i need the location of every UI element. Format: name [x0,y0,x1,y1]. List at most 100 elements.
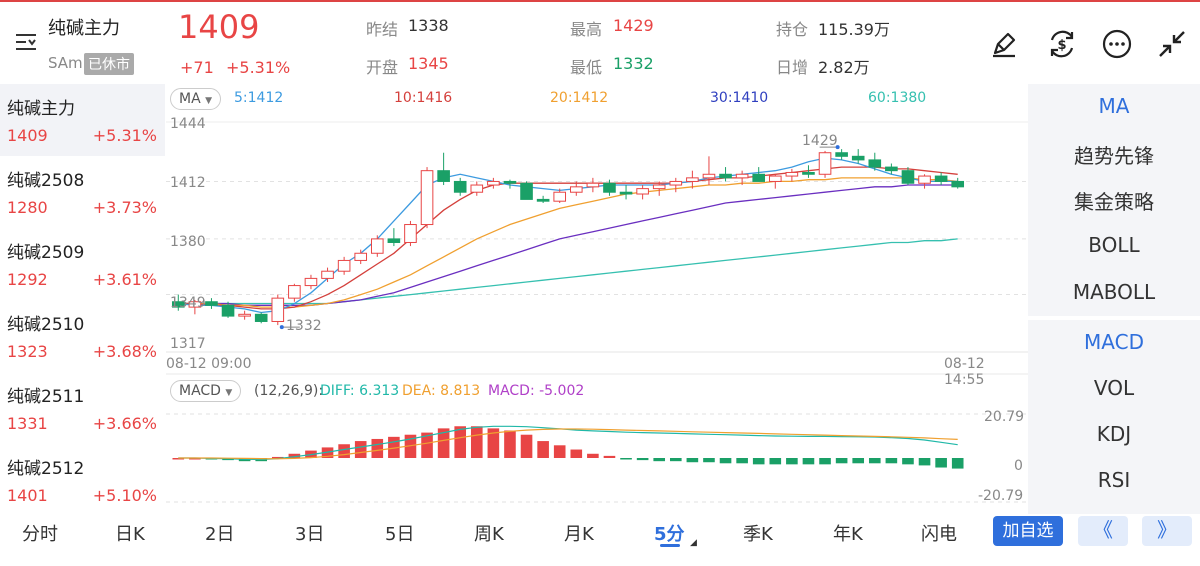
tab-3day[interactable]: 3日 [295,524,325,545]
contract-item-pct: +3.68% [92,342,157,361]
macd-bar [620,458,632,460]
tab-quarterly[interactable]: 季K [743,524,773,545]
macd-bar [835,458,848,464]
candle-body [851,155,865,161]
indicator-boll[interactable]: BOLL [1088,233,1140,257]
stat-value-high: 1429 [613,16,654,35]
contract-item-price: 1409 [7,126,48,145]
tab-lightning[interactable]: 闪电 [921,524,957,545]
ma60-label: 60:1380 [868,90,927,106]
tab-weekly[interactable]: 周K [474,524,504,545]
period-tab-bar: 分时 日K 2日 3日 5日 周K 月K 5分 ◢ 季K 年K 闪电 加自选 《… [0,514,1200,566]
macd-bar [669,458,682,462]
macd-bar [504,430,516,458]
macd-bar [537,441,549,458]
candle-body [818,152,832,175]
low-marker-dot [279,325,284,330]
contract-item[interactable]: 纯碱2511 1331 +3.66% [0,372,165,444]
add-to-watchlist-button[interactable]: 加自选 [993,516,1063,546]
macd-diff-value: DIFF: 6.313 [320,383,400,399]
candle-body [205,301,218,306]
indicator-divider [1028,316,1200,320]
candle-body [238,313,251,317]
contract-item[interactable]: 纯碱主力 1409 +5.31% [0,84,165,156]
stat-value-daily-change: 2.82万 [818,58,870,77]
menu-icon[interactable] [14,30,38,54]
next-button[interactable]: 》 [1142,516,1192,546]
macd-bar [819,458,831,465]
contract-item-name: 纯碱2509 [7,243,85,263]
indicator-vol[interactable]: VOL [1093,376,1135,400]
macd-bar [686,458,699,463]
candle-body [719,173,732,179]
prev-button[interactable]: 《 [1078,516,1128,546]
macd-indicator-dropdown[interactable]: MACD ▼ [170,380,242,402]
contract-item-price: 1331 [7,414,48,433]
macd-bar [636,458,649,461]
collapse-icon[interactable] [1154,26,1190,62]
tab-5min[interactable]: 5分 [654,524,685,545]
contract-item[interactable]: 纯碱2510 1323 +3.68% [0,300,165,372]
price-axis-label: 1444 [170,116,206,132]
macd-bar [437,428,450,458]
tab-intraday[interactable]: 分时 [22,524,58,545]
tab-monthly[interactable]: 月K [564,524,594,545]
candle-body [934,175,948,182]
contract-item[interactable]: 纯碱2508 1280 +3.73% [0,156,165,228]
contract-item-pct: +3.73% [92,198,157,217]
macd-indicator-label: MACD [179,383,221,399]
candle-body [885,166,898,172]
contract-item-name: 纯碱2511 [7,387,85,407]
time-axis-end: 08-12 14:55 [944,356,985,388]
candle-body [420,170,434,226]
indicator-macd[interactable]: MACD [1084,330,1144,354]
price-change-pct: +5.31% [226,58,291,77]
macd-bar [454,426,467,458]
contract-item-pct: +3.66% [92,414,157,433]
candle-body [835,152,848,157]
candle-body [503,180,517,184]
macd-bar [288,453,301,458]
indicator-ma[interactable]: MA [1098,94,1130,118]
indicator-kdj[interactable]: KDJ [1096,422,1132,446]
ma-indicator-label: MA [179,91,201,107]
ma60-line [178,238,958,305]
candle-body [370,238,384,254]
macd-axis-label: 20.79 [984,409,1025,425]
pen-icon[interactable] [986,26,1022,62]
indicator-fund-strategy[interactable]: 集金策略 [1074,190,1154,214]
macd-bar [404,434,417,458]
contract-item[interactable]: 纯碱2512 1401 +5.10% [0,444,165,516]
candle-body [453,180,467,193]
stat-label-open-interest: 持仓 [776,20,809,39]
indicator-rsi[interactable]: RSI [1097,468,1131,492]
tab-yearly[interactable]: 年K [833,524,863,545]
contract-item[interactable]: 纯碱2509 1292 +3.61% [0,228,165,300]
more-icon[interactable] [1099,26,1135,62]
candle-body [636,188,649,195]
ma-indicator-dropdown[interactable]: MA ▼ [170,88,222,110]
candle-body [304,277,318,287]
candle-body [288,285,301,299]
macd-bar [553,445,566,458]
candle-body [752,173,766,182]
indicator-maboll[interactable]: MABOLL [1072,280,1156,304]
currency-exchange-icon[interactable]: $ [1044,26,1080,62]
macd-bar [852,458,865,464]
tab-2day[interactable]: 2日 [205,524,235,545]
kline-chart[interactable] [166,84,1028,514]
tab-dropdown-icon: ◢ [690,538,697,548]
tab-daily[interactable]: 日K [115,524,145,545]
stat-label-prev-settle: 昨结 [366,20,399,39]
macd-bar [719,458,732,464]
contract-list: 纯碱主力 1409 +5.31% 纯碱2508 1280 +3.73% 纯碱25… [0,84,165,514]
candle-body [619,191,633,195]
chevron-down-icon: ▼ [205,96,213,106]
macd-bar [421,432,433,458]
candle-body [221,304,235,317]
quote-header: 纯碱主力 SAm 已休市 1409 +71 +5.31% 昨结 1338 开盘 … [0,0,1200,84]
tab-5day[interactable]: 5日 [385,524,415,545]
indicator-panel: MA 趋势先锋 集金策略 BOLL MABOLL MACD VOL KDJ RS… [1028,84,1200,514]
indicator-trend-pioneer[interactable]: 趋势先锋 [1074,144,1154,168]
contract-item-name: 纯碱2508 [7,171,85,191]
